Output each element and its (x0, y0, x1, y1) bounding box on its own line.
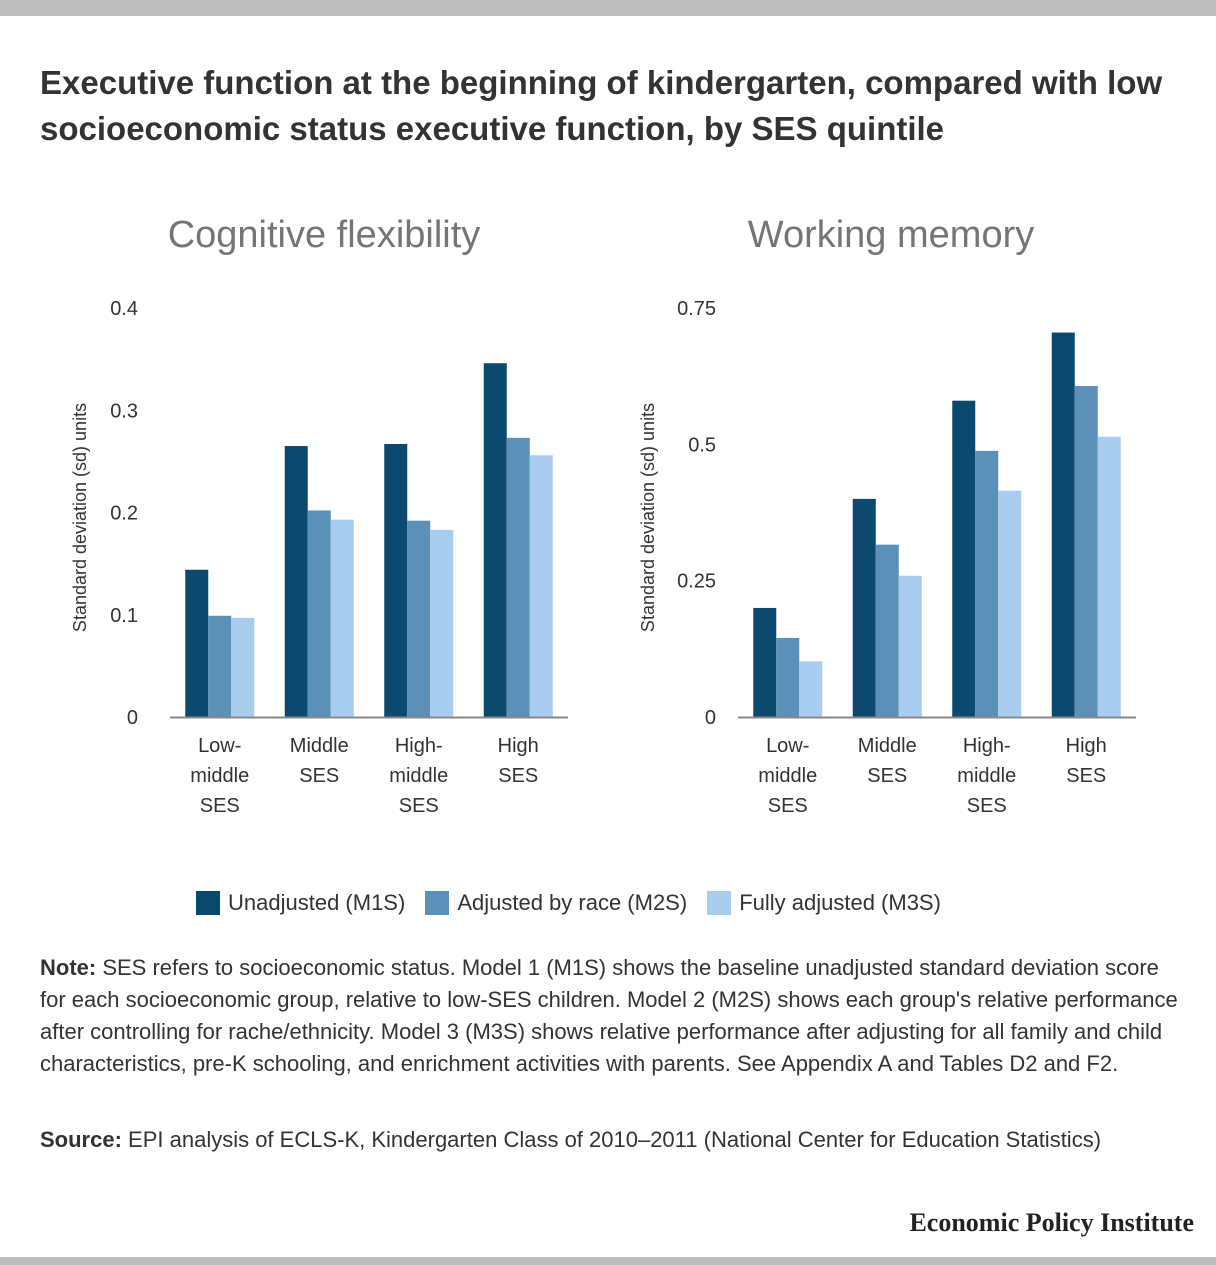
bar-unadjusted (185, 569, 209, 717)
x-tick-label: SES (299, 765, 339, 787)
x-tick-label: High- (395, 735, 443, 757)
bar-fully-adjusted (430, 529, 454, 717)
bar-unadjusted (483, 363, 507, 717)
x-tick-label: Low- (198, 735, 241, 757)
top-band (0, 0, 1216, 16)
bar-fully-adjusted (529, 455, 553, 717)
y-tick-label: 0.4 (110, 298, 138, 320)
legend-label-adjusted-by-race: Adjusted by race (M2S) (457, 890, 688, 915)
bar-adjusted-by-race (1074, 385, 1098, 717)
source-text: Source: EPI analysis of ECLS-K, Kinderga… (40, 1124, 1190, 1156)
bar-unadjusted (952, 400, 976, 717)
epi-logo-wordmark: Economic Policy Institute (909, 1208, 1194, 1237)
legend-swatch-adjusted-by-race (425, 891, 450, 915)
x-tick-label: SES (200, 795, 240, 817)
panel-title-working-memory: Working memory (747, 214, 1035, 256)
chart-cognitive-flexibility: 0 0.1 0.2 0.3 0.4 Standard deviation (sd) uni… (70, 298, 568, 817)
source-lead: Source: (40, 1127, 122, 1152)
legend-label-unadjusted: Unadjusted (M1S) (228, 890, 406, 915)
bar-adjusted-by-race (307, 510, 331, 717)
bar-adjusted-by-race (506, 437, 530, 717)
chart-title: Executive function at the beginning of k… (40, 64, 1163, 147)
y-tick-label: 0.1 (110, 605, 138, 627)
legend-swatch-fully-adjusted (707, 891, 732, 915)
y-axis-label: Standard deviation (sd) units (70, 403, 90, 632)
bar-adjusted-by-race (407, 520, 431, 717)
y-tick-label: 0.75 (677, 298, 716, 320)
x-tick-label: Middle (858, 735, 917, 757)
x-tick-label: High (498, 735, 539, 757)
bar-adjusted-by-race (208, 615, 232, 717)
chart-working-memory: 0 0.25 0.5 0.75 Standard deviation (sd) unit… (638, 298, 1136, 817)
bar-unadjusted (384, 443, 408, 717)
x-tick-label: High (1066, 735, 1107, 757)
y-axis-label: Standard deviation (sd) units (638, 403, 658, 632)
legend-item-fully-adjusted: Fully adjusted (M3S) (707, 890, 941, 916)
note-body: SES refers to socioeconomic status. Mode… (40, 955, 1178, 1076)
legend-label-fully-adjusted: Fully adjusted (M3S) (739, 890, 941, 915)
bar-fully-adjusted (799, 661, 823, 717)
x-tick-label: middle (190, 765, 249, 787)
y-tick-label: 0.5 (688, 434, 716, 456)
x-tick-label: SES (967, 795, 1007, 817)
bar-fully-adjusted (330, 519, 354, 717)
bar-adjusted-by-race (776, 637, 800, 717)
bar-fully-adjusted (1097, 436, 1121, 717)
legend-item-adjusted-by-race: Adjusted by race (M2S) (425, 890, 687, 916)
x-tick-label: SES (768, 795, 808, 817)
source-body: EPI analysis of ECLS-K, Kindergarten Cla… (121, 1127, 1102, 1152)
bar-adjusted-by-race (875, 544, 899, 717)
y-tick-label: 0 (127, 707, 138, 729)
x-tick-label: Low- (766, 735, 809, 757)
y-tick-label: 0 (705, 707, 716, 729)
y-tick-label: 0.2 (110, 503, 138, 525)
panel-title-cognitive-flexibility: Cognitive flexibility (167, 214, 481, 256)
legend-swatch-unadjusted (196, 891, 220, 915)
x-tick-label: High- (963, 735, 1011, 757)
x-tick-label: SES (1066, 765, 1106, 787)
x-tick-label: middle (957, 765, 1016, 787)
bar-fully-adjusted (998, 490, 1022, 717)
legend: Unadjusted (M1S) Adjusted by race (M2S) … (196, 890, 961, 916)
y-tick-label: 0.25 (677, 571, 716, 593)
x-tick-label: SES (867, 765, 907, 787)
x-tick-label: middle (389, 765, 448, 787)
x-tick-label: SES (399, 795, 439, 817)
bar-unadjusted (852, 498, 876, 717)
x-tick-label: middle (758, 765, 817, 787)
x-tick-label: SES (498, 765, 538, 787)
note-lead: Note: (40, 955, 97, 980)
bottom-band (0, 1257, 1216, 1265)
bar-unadjusted (284, 446, 308, 717)
note-text: Note: SES refers to socioeconomic status… (40, 952, 1190, 1080)
bar-unadjusted (1051, 332, 1075, 717)
x-tick-label: Middle (290, 735, 349, 757)
bar-unadjusted (753, 607, 777, 717)
y-tick-label: 0.3 (110, 400, 138, 422)
legend-item-unadjusted: Unadjusted (M1S) (196, 890, 405, 916)
bar-adjusted-by-race (975, 450, 999, 717)
bar-fully-adjusted (231, 617, 255, 717)
bar-fully-adjusted (898, 575, 922, 717)
